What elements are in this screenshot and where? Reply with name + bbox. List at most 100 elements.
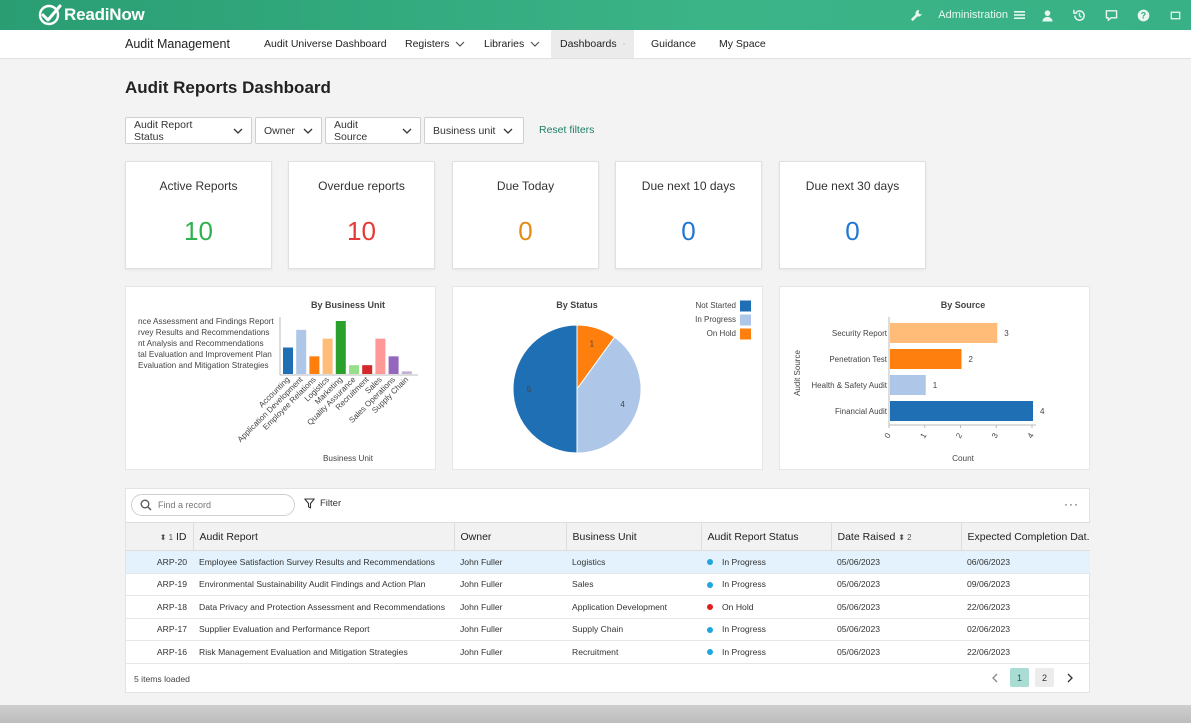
column-header-business-unit[interactable]: Business Unit	[566, 522, 702, 551]
column-header-date-raised[interactable]: Date Raised ⬍ 2	[831, 522, 962, 551]
wrench-icon[interactable]	[900, 0, 932, 30]
column-label: ID	[176, 530, 187, 543]
cell-status: In Progress	[701, 573, 831, 596]
cell-audit-report: Data Privacy and Protection Assessment a…	[193, 595, 454, 619]
bar	[349, 365, 359, 374]
column-header-id[interactable]: ⬍ 1 ID	[126, 522, 194, 551]
next-page-button[interactable]	[1060, 668, 1079, 687]
column-header-audit-report-status[interactable]: Audit Report Status	[701, 522, 832, 551]
table-row[interactable]: ARP-20 Employee Satisfaction Survey Resul…	[126, 550, 1090, 574]
page-button-1[interactable]: 1	[1010, 668, 1029, 687]
chat-icon[interactable]	[1095, 0, 1127, 30]
chevron-down-icon	[303, 128, 313, 134]
kpi-active-reports[interactable]: Active Reports 10	[125, 161, 272, 269]
cell-audit-report: Risk Management Evaluation and Mitigatio…	[193, 640, 454, 664]
column-label: Audit Report	[199, 530, 258, 543]
nav-item-dashboards[interactable]: Dashboards	[551, 30, 634, 58]
chart-panel-source: By Source Security Report 3 Penetration Tes…	[779, 286, 1090, 470]
nav-item-registers[interactable]: Registers	[396, 30, 474, 58]
bar	[388, 356, 399, 374]
x-axis-label: Count	[952, 454, 975, 463]
nav-app-title[interactable]: Audit Management	[125, 37, 230, 51]
nav-item-libraries[interactable]: Libraries	[475, 30, 549, 58]
column-header-expected-completion-date[interactable]: Expected Completion Dat...	[961, 522, 1090, 551]
grid-filter-button[interactable]: Filter	[304, 498, 341, 509]
user-icon[interactable]	[1031, 0, 1063, 30]
pie-slice	[576, 336, 642, 454]
kpi-value: 10	[347, 216, 376, 246]
filter-audit-report-status[interactable]: Audit Report Status	[125, 117, 252, 144]
nav-item-audit-universe-dashboard[interactable]: Audit Universe Dashboard	[255, 30, 396, 58]
table-row[interactable]: ARP-19 Environmental Sustainability Audit…	[126, 573, 1090, 596]
filter-label: Audit Source	[334, 118, 368, 143]
slice-value-label: 4	[620, 400, 625, 409]
table-row[interactable]: ARP-17 Supplier Evaluation and Performanc…	[126, 618, 1090, 641]
fullscreen-icon[interactable]	[1159, 0, 1191, 30]
kpi-due-next-10-days[interactable]: Due next 10 days 0	[615, 161, 762, 269]
app-logo[interactable]: ReadiNow	[38, 4, 145, 26]
kpi-overdue-reports[interactable]: Overdue reports 10	[288, 161, 435, 269]
bar	[401, 371, 412, 374]
filter-label: Owner	[264, 124, 295, 137]
x-tick-label: 3	[990, 431, 1000, 440]
chevron-down-icon	[622, 43, 625, 45]
cell-expected-completion: 09/06/2023	[961, 573, 1090, 596]
business-unit-chart: By Business Unit nce Assessment and Findi…	[138, 300, 418, 463]
nav-item-label: Libraries	[484, 38, 525, 50]
table-row[interactable]: ARP-18 Data Privacy and Protection Assess…	[126, 595, 1090, 619]
filter-owner[interactable]: Owner	[255, 117, 322, 144]
logo-text: ReadiNow	[64, 5, 145, 24]
administration-label: Administration	[938, 9, 1008, 21]
cell-audit-report: Employee Satisfaction Survey Results and…	[193, 550, 454, 574]
x-tick-label: 1	[918, 431, 928, 440]
search-input[interactable]	[158, 500, 278, 510]
kpi-value: 0	[845, 216, 860, 246]
nav-item-label: Dashboards	[560, 38, 617, 50]
status-text: In Progress	[722, 624, 766, 635]
table-row[interactable]: ARP-16 Risk Management Evaluation and Mit…	[126, 640, 1090, 664]
nav-item-label: Audit Universe Dashboard	[264, 38, 387, 50]
legend-entry: nce Assessment and Findings Report	[138, 317, 274, 326]
y-axis-label: Audit Source	[793, 350, 802, 396]
help-icon[interactable]: ?	[1127, 0, 1159, 30]
y-tick-label: Health & Safety Audit	[811, 381, 887, 390]
sort-icon: ⬍	[159, 532, 169, 542]
kpi-label: Due Today	[496, 179, 555, 193]
column-header-audit-report[interactable]: Audit Report	[193, 522, 455, 551]
previous-page-button[interactable]	[985, 668, 1004, 687]
kpi-label: Due next 10 days	[641, 179, 736, 193]
reset-filters-link[interactable]: Reset filters	[539, 124, 595, 136]
search-box[interactable]	[131, 494, 295, 516]
cell-expected-completion: 22/06/2023	[961, 640, 1090, 664]
nav-bar: Audit Management Audit Universe Dashboar…	[0, 30, 1191, 59]
bar	[890, 323, 998, 343]
status-text: On Hold	[722, 601, 754, 612]
column-label: Business Unit	[572, 530, 637, 543]
kpi-due-next-30-days[interactable]: Due next 30 days 0	[779, 161, 926, 269]
more-options-icon[interactable]: ···	[1064, 497, 1079, 511]
nav-item-my-space[interactable]: My Space	[710, 30, 775, 58]
filter-label: Audit Report Status	[134, 118, 193, 143]
filter-business-unit[interactable]: Business unit	[424, 117, 524, 144]
svg-text:?: ?	[1140, 10, 1145, 20]
cell-owner: John Fuller	[454, 640, 566, 664]
administration-menu[interactable]: Administration	[932, 9, 1031, 21]
bar	[362, 365, 373, 374]
nav-item-guidance[interactable]: Guidance	[642, 30, 705, 58]
bar-value-label: 3	[1004, 329, 1009, 338]
kpi-value: 0	[681, 216, 696, 246]
kpi-due-today[interactable]: Due Today 0	[452, 161, 599, 269]
filter-funnel-icon	[304, 498, 315, 509]
cell-status: In Progress	[701, 550, 831, 574]
kpi-value: 0	[518, 216, 533, 246]
history-icon[interactable]	[1063, 0, 1095, 30]
chevron-down-icon	[233, 128, 243, 134]
filter-audit-source[interactable]: Audit Source	[325, 117, 421, 144]
status-dot-icon	[707, 649, 713, 656]
page-button-2[interactable]: 2	[1035, 668, 1054, 687]
bar-value-label: 4	[1040, 407, 1045, 416]
audit-reports-grid: Filter ··· ⬍ 1 ID Audit Report Owner Bus…	[125, 488, 1090, 693]
legend-entry: rvey Results and Recommendations	[138, 328, 270, 337]
column-header-owner[interactable]: Owner	[454, 522, 567, 551]
slice-value-label: 5	[527, 385, 532, 394]
